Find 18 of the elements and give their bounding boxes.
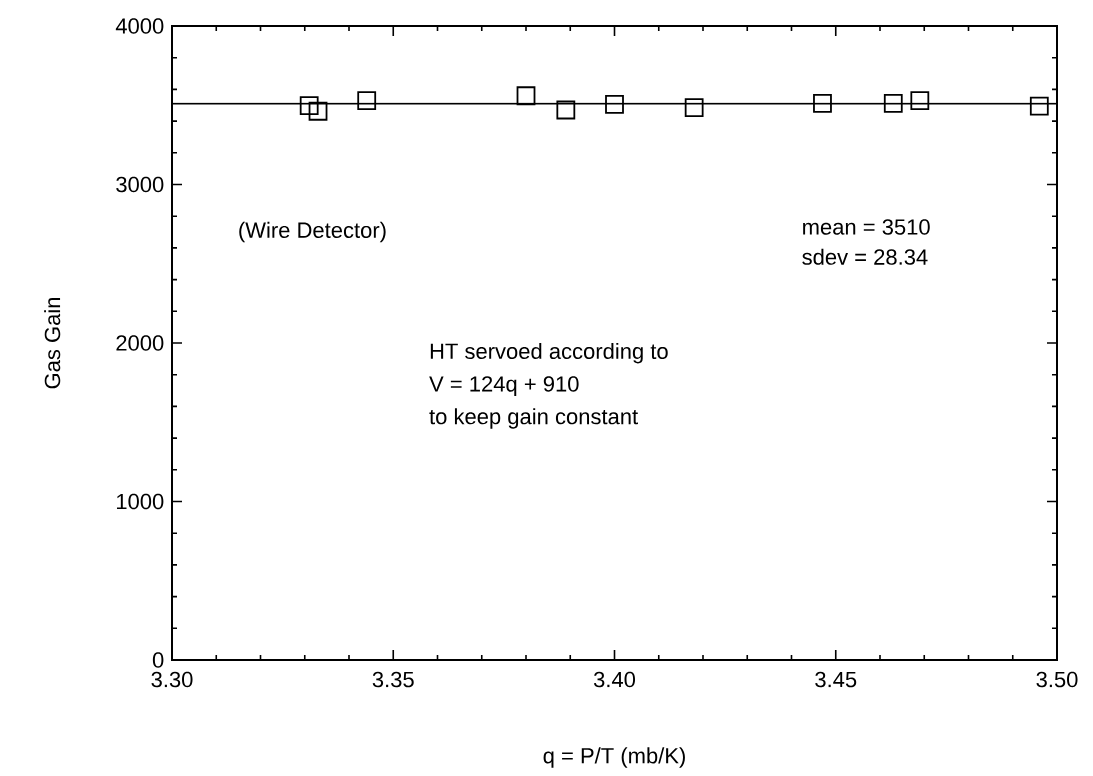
annotation: (Wire Detector) <box>239 221 386 243</box>
y-tick-label: 0 <box>152 652 164 668</box>
y-tick-label: 4000 <box>115 18 164 34</box>
y-tick-label: 1000 <box>117 493 164 510</box>
x-tick-label: 3.40 <box>593 671 636 688</box>
annotation: mean = 3510 <box>803 219 930 235</box>
x-axis-title: q = P/T (mb/K) <box>543 747 685 768</box>
x-tick-label: 3.35 <box>372 671 414 688</box>
annotation: sdev = 28.34 <box>802 248 928 265</box>
y-axis-title: Gas Gain <box>44 298 61 389</box>
annotation: HT servoed according to <box>430 342 668 364</box>
x-tick-label: 3.45 <box>815 671 857 688</box>
annotation: V = 124q + 910 <box>429 376 579 397</box>
x-tick-label: 3.50 <box>1036 671 1078 688</box>
y-tick-label: 3000 <box>116 176 164 193</box>
annotation: to keep gain constant <box>429 408 638 429</box>
x-tick-label: 3.30 <box>151 671 193 688</box>
y-tick-label: 2000 <box>116 335 164 351</box>
